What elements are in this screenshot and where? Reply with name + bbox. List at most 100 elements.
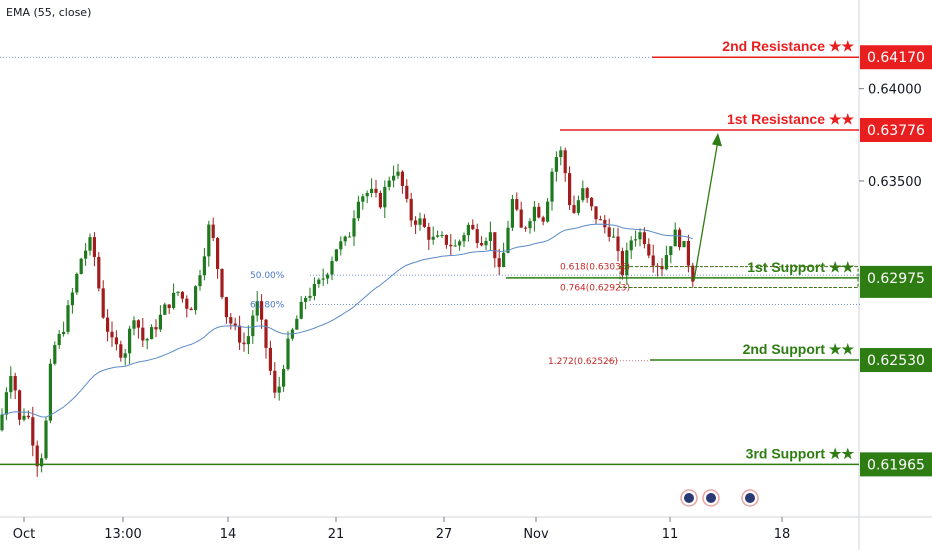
candle-body	[484, 240, 488, 246]
x-tick-label: 14	[220, 527, 237, 542]
candle-body	[180, 291, 184, 299]
y-tick-label: 0.64000	[868, 83, 922, 98]
candle-body	[568, 173, 572, 206]
candle-body	[268, 347, 272, 371]
candle-body	[493, 232, 497, 259]
candle-body	[365, 192, 369, 197]
ema-layer	[1, 223, 693, 418]
candle-body	[466, 224, 470, 236]
candle-body	[532, 206, 536, 222]
candle-body	[541, 217, 545, 222]
candle-body	[40, 458, 44, 467]
candle-body	[612, 236, 616, 238]
candle-body	[70, 292, 74, 306]
candle-body	[185, 298, 189, 309]
candle-body	[603, 219, 607, 228]
candle-body	[110, 331, 114, 338]
candle-body	[524, 227, 528, 229]
level-label: 2nd Resistance ★★	[722, 38, 854, 54]
candle-body	[396, 171, 400, 176]
candle-body	[167, 304, 171, 308]
candle-body	[343, 236, 347, 242]
candle-body	[97, 256, 101, 289]
candle-body	[123, 353, 127, 358]
candle-body	[312, 283, 316, 296]
candle-body	[246, 336, 250, 345]
y-tick-label: 0.63500	[868, 175, 922, 190]
candle-body	[673, 229, 677, 247]
candle-body	[475, 229, 479, 244]
candle-body	[634, 239, 638, 241]
candle-body	[629, 240, 633, 251]
events-layer	[680, 489, 759, 507]
x-tick-label: 13:00	[104, 527, 141, 542]
ema-line	[1, 223, 693, 418]
candle-body	[660, 265, 664, 270]
candle-body	[664, 255, 668, 270]
candle-body	[224, 297, 228, 318]
candle-body	[321, 278, 325, 280]
candle-body	[356, 201, 360, 219]
candle-body	[436, 235, 440, 237]
candle-body	[554, 157, 558, 172]
candle-body	[374, 188, 378, 193]
candle-body	[400, 171, 404, 186]
candle-body	[607, 227, 611, 237]
candle-body	[158, 314, 162, 330]
price-tag-text: 0.62530	[867, 353, 925, 369]
candle-body	[414, 220, 418, 225]
candle-body	[88, 237, 92, 251]
candle-body	[299, 301, 303, 319]
candle-body	[431, 236, 435, 240]
x-tick-label: 21	[328, 527, 345, 542]
candle-body	[682, 240, 686, 248]
price-tag	[860, 117, 932, 142]
price-tag	[860, 452, 932, 477]
candle-body	[678, 229, 682, 248]
candle-body	[260, 301, 264, 320]
candle-body	[141, 327, 145, 341]
candle-body	[44, 420, 48, 459]
candle-body	[189, 308, 193, 311]
candle-body	[378, 192, 382, 208]
candle-body	[48, 363, 52, 421]
indicator-label[interactable]: EMA (55, close)	[6, 6, 92, 19]
candle-body	[427, 226, 431, 240]
candle-body	[642, 232, 646, 245]
candle-body	[22, 415, 26, 420]
candle-body	[422, 218, 426, 227]
candle-body	[35, 445, 39, 467]
candle-body	[546, 201, 550, 222]
price-tag	[860, 265, 932, 290]
candle-body	[383, 186, 387, 208]
candle-body	[506, 227, 510, 253]
candle-body	[515, 199, 519, 210]
candle-body	[361, 196, 365, 202]
candle-body	[471, 224, 475, 230]
candle-body	[572, 205, 576, 213]
candle-body	[101, 288, 105, 318]
candle-body	[317, 279, 321, 284]
candle-body	[669, 246, 673, 256]
candle-body	[216, 237, 220, 269]
candle-body	[590, 197, 594, 207]
price-tag-text: 0.63776	[867, 123, 925, 139]
candle-body	[128, 328, 132, 354]
candle-body	[598, 219, 602, 221]
candles-layer	[0, 146, 695, 477]
candle-body	[502, 252, 506, 268]
candle-body	[233, 323, 237, 326]
candle-body	[242, 342, 246, 345]
candle-body	[458, 241, 462, 246]
candle-body	[449, 244, 453, 247]
candle-body	[273, 370, 277, 393]
support-zone	[619, 266, 859, 288]
candle-body	[339, 241, 343, 250]
price-tag-behind	[860, 287, 932, 298]
candle-body	[352, 218, 356, 237]
price-tag-text: 0.64170	[867, 50, 925, 66]
candle-body	[295, 318, 299, 330]
level-label: 2nd Support ★★	[743, 341, 855, 357]
